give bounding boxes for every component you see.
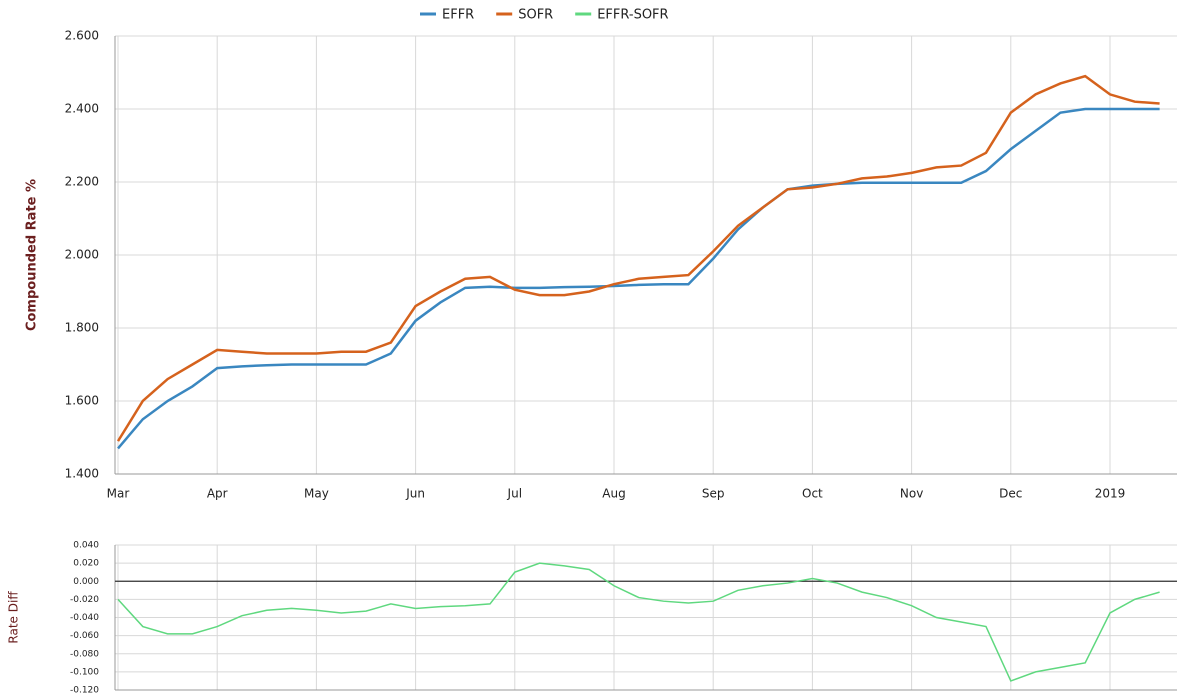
y-axis-label: Rate Diff (7, 591, 21, 644)
y-tick-label: -0.060 (70, 631, 99, 641)
x-tick-label: 2019 (1095, 487, 1126, 501)
series-line (117, 562, 1160, 682)
series-line (116, 74, 1160, 442)
x-tick-label: May (304, 487, 329, 501)
x-tick-label: Sep (702, 487, 725, 501)
x-tick-label: Nov (900, 487, 923, 501)
x-tick-label: Jul (507, 487, 522, 501)
x-tick-label: Mar (107, 487, 130, 501)
x-tick-label: Aug (602, 487, 625, 501)
y-tick-label: 2.600 (65, 29, 99, 43)
x-tick-label: Oct (802, 487, 823, 501)
y-tick-label: -0.120 (70, 686, 99, 696)
y-tick-label: 1.400 (65, 467, 99, 481)
y-tick-label: 2.400 (65, 102, 99, 116)
series-line (117, 107, 1160, 450)
y-tick-label: 0.040 (73, 541, 99, 551)
x-tick-label: Jun (405, 487, 425, 501)
x-tick-label: Apr (207, 487, 228, 501)
y-tick-label: 0.000 (73, 577, 99, 587)
y-tick-label: 2.000 (65, 248, 99, 262)
y-tick-label: 1.800 (65, 321, 99, 335)
legend-label: EFFR (442, 8, 474, 23)
y-tick-label: -0.020 (70, 595, 99, 605)
legend-label: EFFR-SOFR (597, 8, 668, 23)
x-tick-label: Dec (999, 487, 1022, 501)
y-tick-label: 2.200 (65, 175, 99, 189)
y-tick-label: -0.080 (70, 649, 99, 659)
y-axis-label: Compounded Rate % (25, 179, 40, 331)
y-tick-label: 1.600 (65, 394, 99, 408)
legend-label: SOFR (518, 8, 553, 23)
y-tick-label: -0.040 (70, 613, 99, 623)
y-tick-label: -0.100 (70, 667, 99, 677)
y-tick-label: 0.020 (73, 559, 99, 569)
